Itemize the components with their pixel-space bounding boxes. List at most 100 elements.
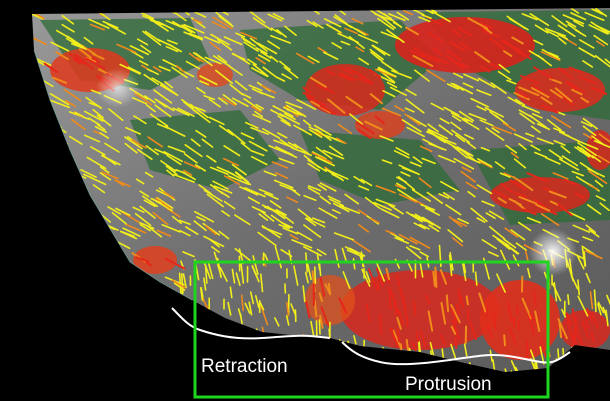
- flow-vector: [604, 58, 610, 66]
- flow-vector: [412, 156, 423, 164]
- flow-vector: [481, 239, 498, 250]
- flow-vector: [161, 224, 181, 233]
- flow-vector: [196, 216, 206, 222]
- flow-vector: [101, 171, 119, 180]
- flow-vector: [131, 139, 147, 149]
- glare-spot: [529, 228, 577, 276]
- flow-vector: [255, 46, 268, 55]
- flow-vector: [404, 113, 421, 126]
- flow-vector: [319, 195, 332, 205]
- flow-vector: [576, 145, 595, 159]
- flow-vector: [181, 24, 196, 34]
- flow-vector: [410, 50, 433, 61]
- flow-vector: [583, 251, 587, 267]
- flow-vector: [369, 93, 383, 105]
- flow-vector: [203, 189, 223, 202]
- flow-vector: [278, 223, 290, 230]
- flow-vector: [309, 76, 327, 88]
- flow-vector: [74, 111, 84, 118]
- flow-vector: [393, 150, 410, 159]
- flow-vector: [234, 80, 248, 91]
- flow-vector: [452, 83, 474, 95]
- flow-vector: [248, 84, 263, 92]
- flow-vector: [377, 17, 395, 31]
- flow-vector: [251, 265, 260, 283]
- flow-vector: [396, 328, 400, 342]
- flow-vector: [124, 142, 138, 154]
- flow-vector: [313, 124, 332, 136]
- flow-vector: [223, 36, 243, 46]
- flow-vector: [478, 292, 487, 313]
- flow-vector: [361, 268, 371, 287]
- flow-vector: [574, 192, 586, 199]
- flow-vector: [210, 33, 230, 46]
- flow-vector: [160, 160, 177, 172]
- flow-vector: [198, 184, 212, 195]
- flow-vector: [325, 23, 342, 34]
- flow-vector: [217, 54, 228, 64]
- flow-vector: [94, 125, 107, 133]
- flow-vector: [427, 31, 444, 44]
- flow-vector: [291, 239, 313, 249]
- flow-vector: [204, 266, 208, 284]
- flow-vector: [167, 145, 186, 153]
- flow-vector: [375, 267, 385, 287]
- flow-vector: [69, 135, 83, 145]
- flow-vector: [484, 107, 505, 118]
- flow-vector: [552, 172, 569, 180]
- flow-vector: [590, 311, 599, 329]
- flow-vector: [89, 23, 105, 31]
- flow-vector: [324, 168, 345, 182]
- flow-vector: [457, 290, 465, 309]
- flow-vector: [307, 185, 322, 192]
- flow-vector: [430, 56, 449, 65]
- flow-vector: [452, 237, 464, 247]
- flow-vector: [252, 113, 272, 123]
- flow-vector: [481, 200, 495, 207]
- flow-vector: [571, 308, 576, 325]
- flow-vector: [239, 91, 252, 99]
- flow-vector: [272, 105, 294, 117]
- flow-vector: [590, 86, 603, 94]
- flow-vector: [593, 34, 609, 46]
- flow-vector: [171, 279, 186, 289]
- flow-vector: [558, 67, 574, 80]
- flow-vector: [549, 77, 563, 84]
- flow-vector: [396, 182, 407, 190]
- retraction-label: Retraction: [201, 356, 288, 377]
- flow-vector: [425, 294, 431, 304]
- flow-vector: [411, 341, 417, 352]
- flow-vector: [140, 44, 152, 54]
- flow-vector: [582, 125, 597, 137]
- flow-vector: [136, 148, 153, 160]
- flow-vector: [304, 271, 309, 284]
- flow-vector: [153, 89, 173, 104]
- flow-vector: [232, 52, 251, 65]
- flow-vector: [206, 193, 224, 208]
- flow-vector: [179, 219, 191, 226]
- flow-vector: [284, 283, 287, 294]
- flow-vector: [223, 145, 241, 157]
- flow-vector: [566, 312, 573, 326]
- flow-vector: [529, 13, 550, 27]
- flow-vector: [302, 119, 312, 127]
- flow-vector: [297, 208, 313, 221]
- flow-vector: [278, 157, 295, 165]
- flow-vector: [124, 223, 147, 234]
- flow-vector: [402, 9, 414, 16]
- flow-vector: [357, 128, 372, 139]
- flow-vector: [357, 209, 367, 216]
- flow-vector: [200, 287, 204, 301]
- flow-vector: [454, 134, 466, 143]
- flow-vector: [352, 257, 356, 270]
- flow-vector: [584, 11, 605, 22]
- flow-vector: [411, 213, 426, 222]
- flow-vector: [51, 76, 67, 84]
- flow-vector: [32, 37, 48, 46]
- flow-vector: [554, 87, 573, 103]
- flow-vector: [190, 138, 201, 147]
- flow-vector: [264, 192, 279, 200]
- flow-vector: [450, 82, 464, 91]
- flow-vector: [390, 69, 412, 79]
- flow-vector: [574, 146, 591, 158]
